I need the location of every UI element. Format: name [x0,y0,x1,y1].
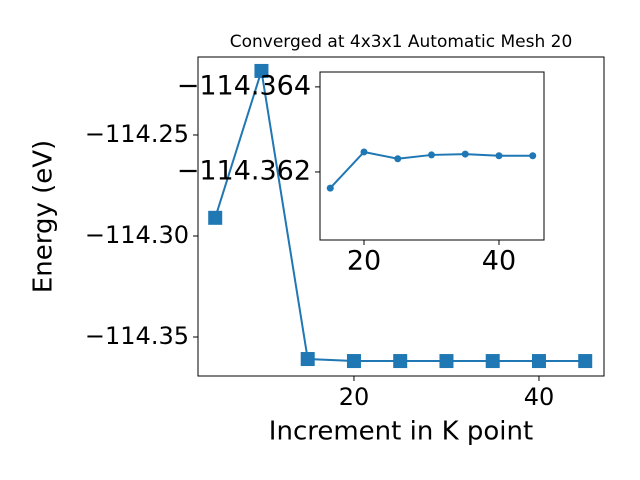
marker [439,354,454,369]
y-tick-label: −114.364 [177,70,311,101]
marker [485,354,500,369]
y-axis-label: Energy (eV) [29,140,59,293]
marker [326,184,334,192]
marker [461,150,469,158]
marker [393,354,408,369]
marker [531,354,546,369]
marker [360,148,368,156]
marker [208,210,223,225]
marker [300,352,315,367]
marker [254,63,269,78]
y-tick-label: −114.30 [85,221,189,249]
y-tick-label: −114.362 [177,155,311,186]
x-tick-label: 40 [524,383,555,411]
y-tick-label: −114.35 [85,322,189,350]
x-tick-label: 20 [339,383,370,411]
marker [346,354,361,369]
x-axis-label: Increment in K point [269,417,533,447]
chart-title: Converged at 4x3x1 Automatic Mesh 20 [230,32,573,52]
x-tick-label: 20 [347,246,381,277]
y-tick-label: −114.25 [85,120,189,148]
marker [495,152,503,160]
marker [578,354,593,369]
x-tick-label: 40 [482,246,516,277]
marker [427,151,435,159]
marker [394,155,402,163]
marker [529,152,537,160]
